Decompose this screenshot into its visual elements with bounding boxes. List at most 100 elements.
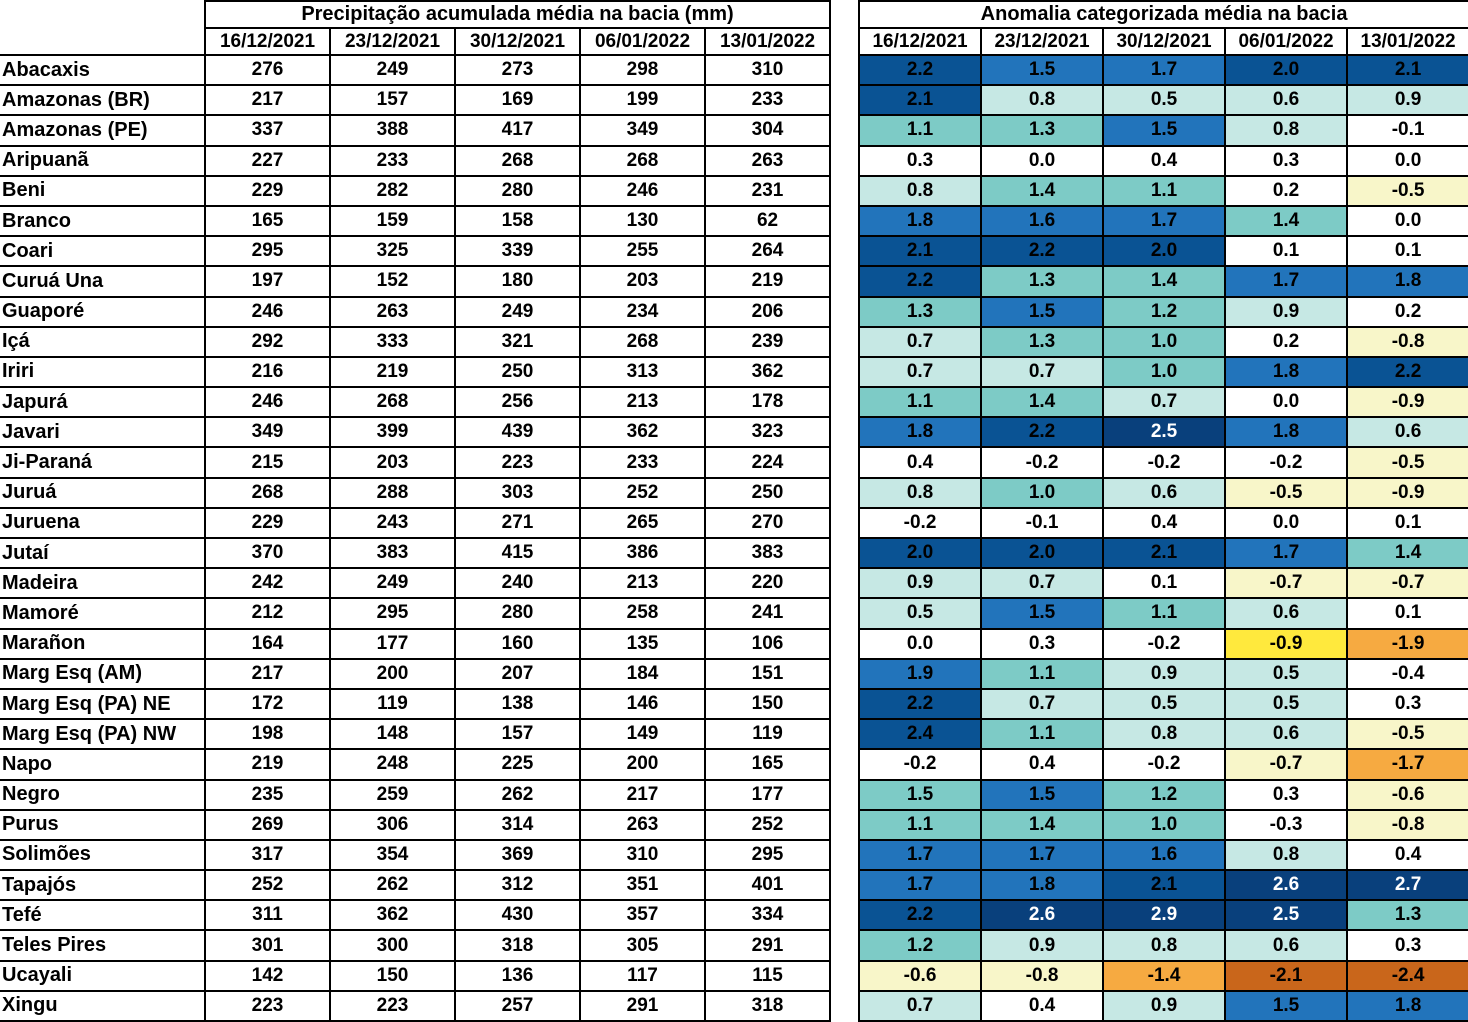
anomaly-cell: 0.4 <box>1102 506 1227 540</box>
anomaly-cell: 0.6 <box>1224 84 1349 117</box>
anomaly-cell: 2.1 <box>1102 536 1227 570</box>
table-row: 0.3 0.0 0.4 0.3 0.0 <box>858 144 1468 177</box>
precip-cell: 115 <box>703 959 832 992</box>
anomaly-cell: 0.7 <box>1102 386 1227 419</box>
anomaly-cell: 1.2 <box>1102 778 1227 811</box>
anomaly-cell: 0.0 <box>858 627 983 660</box>
anomaly-cell: -0.9 <box>1346 386 1468 419</box>
anomaly-cell: 0.3 <box>1224 778 1349 811</box>
anomaly-cell: 0.8 <box>1224 114 1349 147</box>
precip-cell: 325 <box>329 235 456 268</box>
anomaly-cell: 1.7 <box>1102 204 1227 238</box>
basin-label: Aripuanã <box>0 144 206 177</box>
table-row: 0.7 0.7 1.0 1.8 2.2 <box>858 355 1468 389</box>
anomaly-cell: 1.1 <box>858 386 983 419</box>
precip-cell: 219 <box>204 748 331 781</box>
anomaly-cell: 1.8 <box>1346 265 1468 298</box>
anomaly-cell: -0.5 <box>1346 718 1468 751</box>
precip-cell: 288 <box>329 476 456 509</box>
precip-cell: 295 <box>703 838 832 872</box>
precip-cell: 130 <box>579 204 706 238</box>
anomaly-cell: 1.4 <box>1346 536 1468 570</box>
anomaly-cell: -0.3 <box>1224 808 1349 841</box>
precipitation-table: Precipitação acumulada média na bacia (m… <box>0 0 832 1022</box>
precip-cell: 314 <box>454 808 581 841</box>
precip-cell: 119 <box>703 718 832 751</box>
precip-cell: 265 <box>579 506 706 540</box>
precip-cell: 151 <box>703 657 832 690</box>
precip-cell: 177 <box>703 778 832 811</box>
basin-label: Mamoré <box>0 597 206 630</box>
anomaly-cell: -0.9 <box>1224 627 1349 660</box>
anomaly-cell: 0.6 <box>1346 416 1468 449</box>
precip-cell: 369 <box>454 838 581 872</box>
anomaly-cell: 2.6 <box>980 899 1105 932</box>
precip-cell: 198 <box>204 718 331 751</box>
anomaly-cell: 2.6 <box>1224 869 1349 902</box>
precip-cell: 304 <box>703 114 832 147</box>
anomaly-cell: 2.1 <box>1102 869 1227 902</box>
precip-cell: 146 <box>579 687 706 721</box>
precip-cell: 258 <box>579 597 706 630</box>
table-row: 1.7 1.8 2.1 2.6 2.7 <box>858 869 1468 902</box>
anomaly-cell: -0.2 <box>1102 446 1227 479</box>
anomaly-cell: 2.0 <box>1102 235 1227 268</box>
anomaly-cell: 2.2 <box>858 53 983 87</box>
anomaly-cell: -0.8 <box>1346 325 1468 358</box>
precip-cell: 199 <box>579 84 706 117</box>
table-row: Napo 219 248 225 200 165 <box>0 748 832 781</box>
basin-label: Amazonas (BR) <box>0 84 206 117</box>
precip-cell: 333 <box>329 325 456 358</box>
anomaly-cell: 0.6 <box>1224 929 1349 962</box>
precip-cell: 291 <box>703 929 832 962</box>
precip-cell: 349 <box>579 114 706 147</box>
table-row: Juruena 229 243 271 265 270 <box>0 506 832 540</box>
precip-cell: 239 <box>703 325 832 358</box>
precip-cell: 169 <box>454 84 581 117</box>
table-row: Purus 269 306 314 263 252 <box>0 808 832 841</box>
corner-cell <box>0 1 206 56</box>
precip-cell: 180 <box>454 265 581 298</box>
precip-cell: 312 <box>454 869 581 902</box>
precip-cell: 417 <box>454 114 581 147</box>
table-row: Aripuanã 227 233 268 268 263 <box>0 144 832 177</box>
anomaly-cell: 1.0 <box>1102 808 1227 841</box>
precip-table-title: Precipitação acumulada média na bacia (m… <box>203 0 832 29</box>
precip-cell: 149 <box>579 718 706 751</box>
basin-label: Tapajós <box>0 869 206 902</box>
anomaly-cell: 2.0 <box>1224 53 1349 87</box>
precip-cell: 305 <box>579 929 706 962</box>
anomaly-cell: 0.1 <box>1346 597 1468 630</box>
precip-cell: 229 <box>204 506 331 540</box>
precip-cell: 233 <box>703 84 832 117</box>
precip-cell: 242 <box>204 567 331 600</box>
precip-cell: 224 <box>703 446 832 479</box>
table-row: 0.8 1.4 1.1 0.2 -0.5 <box>858 174 1468 207</box>
anomaly-date-header-row: 16/12/2021 23/12/2021 30/12/2021 06/01/2022… <box>858 27 1468 56</box>
anomaly-cell: 0.1 <box>1102 567 1227 600</box>
anomaly-cell: 0.9 <box>1102 657 1227 690</box>
precip-cell: 148 <box>329 718 456 751</box>
anomaly-cell: 0.8 <box>1102 718 1227 751</box>
precip-cell: 270 <box>703 506 832 540</box>
basin-label: Xingu <box>0 989 206 1022</box>
column-header-date-anomaly: 30/12/2021 <box>1102 27 1227 56</box>
basin-label: Ucayali <box>0 959 206 992</box>
anomaly-cell: 0.7 <box>858 989 983 1022</box>
basin-label: Marg Esq (AM) <box>0 657 206 690</box>
table-row: Amazonas (PE) 337 388 417 349 304 <box>0 114 832 147</box>
basin-label: Abacaxis <box>0 53 206 87</box>
table-row: Teles Pires 301 300 318 305 291 <box>0 929 832 962</box>
anomaly-cell: 2.2 <box>980 416 1105 449</box>
basin-label: Teles Pires <box>0 929 206 962</box>
anomaly-cell: 1.8 <box>1224 355 1349 389</box>
column-header-date-precip: 06/01/2022 <box>579 27 706 56</box>
anomaly-cell: 1.1 <box>1102 174 1227 207</box>
anomaly-cell: 0.5 <box>1224 687 1349 721</box>
basin-label: Curuá Una <box>0 265 206 298</box>
precip-cell: 200 <box>579 748 706 781</box>
anomaly-cell: 1.9 <box>858 657 983 690</box>
anomaly-cell: 1.7 <box>858 838 983 872</box>
precip-cell: 259 <box>329 778 456 811</box>
precip-cell: 354 <box>329 838 456 872</box>
